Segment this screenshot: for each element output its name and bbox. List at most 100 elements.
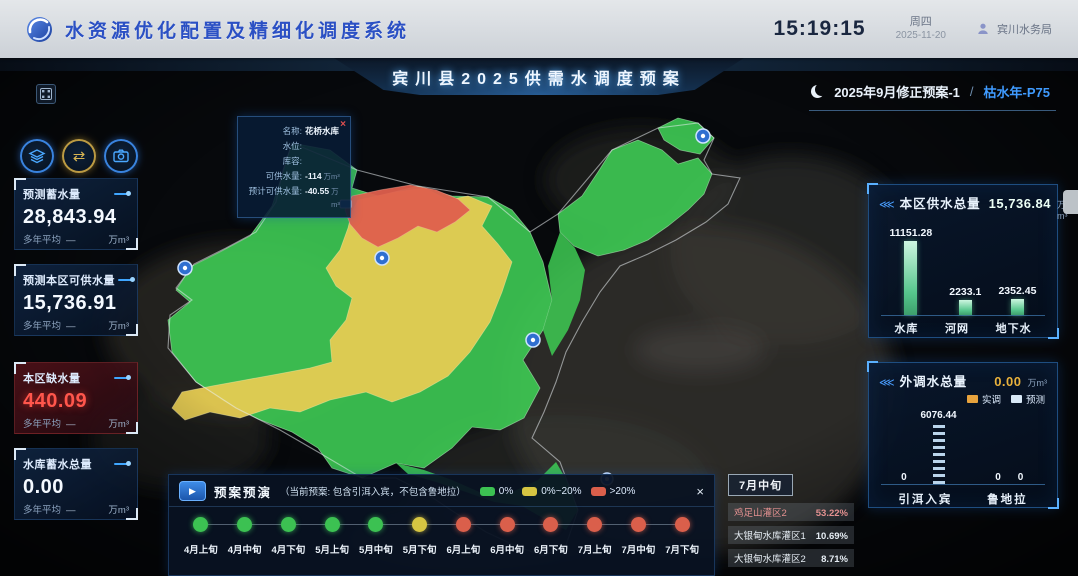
stat-card-avg-value: — xyxy=(66,419,76,430)
predicted-bar xyxy=(932,422,945,484)
timeline-point-label: 4月上旬 xyxy=(183,545,218,556)
app-logo-icon xyxy=(27,16,52,42)
legend-item: 0% xyxy=(479,486,513,497)
timeline-dot[interactable] xyxy=(193,517,209,532)
timeline-point[interactable]: 5月中旬 xyxy=(354,517,398,556)
trend-icon xyxy=(118,277,135,282)
timeline-point-label: 5月中旬 xyxy=(358,545,393,556)
timeline-point-label: 7月上旬 xyxy=(577,545,612,556)
tooltip-label: 库容: xyxy=(282,155,302,166)
timeline-dot[interactable] xyxy=(674,517,690,532)
play-button[interactable]: ▶ xyxy=(179,481,206,501)
transfer-group[interactable]: 0 6076.44 xyxy=(899,410,957,484)
period-row: 大银甸水库灌区1 10.69% xyxy=(728,526,854,544)
map-tooltip: × 名称: 花桥水库 水位: 库容: xyxy=(237,116,351,218)
transfer-group[interactable]: 0 0 xyxy=(994,472,1027,484)
timeline-point-label: 5月下旬 xyxy=(402,545,437,556)
timeline-dot[interactable] xyxy=(499,517,515,532)
actual-value-label: 0 xyxy=(995,472,1001,483)
snapshot-button[interactable] xyxy=(104,139,138,173)
scenario-plan[interactable]: 2025年9月修正预案-1 xyxy=(834,85,960,100)
legend-swatch xyxy=(479,486,495,496)
timeline-point[interactable]: 6月中旬 xyxy=(485,517,529,556)
timeline-point-label: 6月上旬 xyxy=(446,545,481,556)
timeline-dot[interactable] xyxy=(543,517,559,532)
timeline-point[interactable]: 4月中旬 xyxy=(223,517,267,556)
timeline-point[interactable]: 6月上旬 xyxy=(442,517,486,556)
timeline-dot[interactable] xyxy=(587,517,603,532)
predicted-value-label: 0 xyxy=(1017,472,1024,483)
expand-button[interactable] xyxy=(36,84,56,104)
stat-card-unit: 万m³ xyxy=(108,235,129,246)
legend-swatch xyxy=(966,395,978,403)
tooltip-label: 预计可供水量: xyxy=(248,185,302,196)
timeline-dot[interactable] xyxy=(630,517,646,532)
timeline-point[interactable]: 4月下旬 xyxy=(267,517,311,556)
collapse-arrows-icon[interactable]: ⋘ xyxy=(879,199,895,211)
map-marker xyxy=(695,128,711,144)
collapsed-panel-tab[interactable] xyxy=(1063,190,1078,214)
legend-item: 0%~20% xyxy=(522,486,582,497)
clock: 15:19:15 xyxy=(773,17,866,40)
tooltip-row: 水位: xyxy=(244,139,344,154)
bar xyxy=(1010,299,1024,315)
timeline-dot[interactable] xyxy=(412,517,428,532)
timeline-point[interactable]: 4月上旬 xyxy=(179,517,223,556)
supply-bar-column[interactable]: 11151.28 xyxy=(890,227,932,315)
transfer-chart: 0 6076.44 0 0 xyxy=(881,408,1045,485)
scenario-year-type[interactable]: 枯水年-P75 xyxy=(983,85,1050,100)
exchange-icon: ⇄ xyxy=(72,147,86,165)
stat-card-avg-label: 多年平均 xyxy=(23,419,62,430)
bar xyxy=(904,241,918,315)
scenario-selector[interactable]: 2025年9月修正预案-1 / 枯水年-P75 xyxy=(809,82,1056,111)
tooltip-row: 名称: 花桥水库 xyxy=(244,124,344,139)
district-name: 鸡足山灌区2 xyxy=(734,508,787,519)
timeline-dot[interactable] xyxy=(280,517,296,532)
timeline-point[interactable]: 7月上旬 xyxy=(573,517,617,556)
timeline-panel: ▶ 预案预演 （当前预案: 包含引洱入宾，不包含鲁地拉） 0% 0%~20% xyxy=(168,474,715,576)
map-marker xyxy=(525,332,541,348)
timeline-subtitle: （当前预案: 包含引洱入宾，不包含鲁地拉） xyxy=(280,487,466,498)
timeline-point[interactable]: 6月下旬 xyxy=(529,517,573,556)
timeline-title: 预案预演 xyxy=(214,485,273,500)
flow-exchange-button[interactable]: ⇄ xyxy=(62,139,96,173)
timeline-dot[interactable] xyxy=(455,517,471,532)
legend-label: 预测 xyxy=(1025,395,1045,406)
legend-swatch xyxy=(522,486,538,496)
tooltip-value: -40.55 xyxy=(305,185,330,196)
stat-card-unit: 万m³ xyxy=(108,505,129,516)
tooltip-unit: 万m³ xyxy=(331,186,340,209)
shortage-percent: 53.22% xyxy=(815,508,848,519)
camera-icon xyxy=(113,149,129,163)
supply-bar-column[interactable]: 2352.45 xyxy=(998,285,1036,315)
bar-category-label: 河网 xyxy=(944,323,969,335)
timeline-dot[interactable] xyxy=(324,517,340,532)
user-block[interactable]: 宾川水务局 xyxy=(976,21,1052,37)
timeline-legend: 0% 0%~20% >20% xyxy=(479,485,636,497)
layers-button[interactable] xyxy=(20,139,54,173)
period-panel: 7月中旬 鸡足山灌区2 53.22% 大银甸水库灌区1 10.69% 大银甸水库… xyxy=(728,474,854,567)
stat-card: 本区缺水量 440.09 多年平均 — 万m³ xyxy=(14,362,138,434)
shortage-percent: 10.69% xyxy=(815,531,848,542)
collapse-arrows-icon[interactable]: ⋘ xyxy=(879,377,895,389)
stat-card-value: 440.09 xyxy=(23,390,88,412)
timeline-point[interactable]: 7月下旬 xyxy=(660,517,704,556)
period-rows: 鸡足山灌区2 53.22% 大银甸水库灌区1 10.69% 大银甸水库灌区2 8… xyxy=(728,503,854,567)
stat-card-list: 预测蓄水量 28,843.94 多年平均 — 万m³ 预测本区可供水量 15,7… xyxy=(14,178,138,520)
tooltip-close-icon[interactable]: × xyxy=(340,119,346,130)
stat-card-title: 本区缺水量 xyxy=(23,373,81,385)
timeline-dot[interactable] xyxy=(237,517,253,532)
timeline-dot[interactable] xyxy=(368,517,384,532)
timeline-point-label: 6月下旬 xyxy=(533,545,568,556)
timeline-close-icon[interactable]: × xyxy=(696,483,704,499)
district-name: 大银甸水库灌区2 xyxy=(734,554,806,565)
stat-card-value: 28,843.94 xyxy=(23,206,117,228)
legend-label: >20% xyxy=(609,485,636,497)
trend-icon xyxy=(114,191,131,196)
timeline-point[interactable]: 5月上旬 xyxy=(310,517,354,556)
transfer-legend: 实调 预测 xyxy=(869,392,1057,406)
timeline-point[interactable]: 5月下旬 xyxy=(398,517,442,556)
timeline-point[interactable]: 7月中旬 xyxy=(617,517,661,556)
supply-bar-column[interactable]: 2233.1 xyxy=(949,286,981,315)
